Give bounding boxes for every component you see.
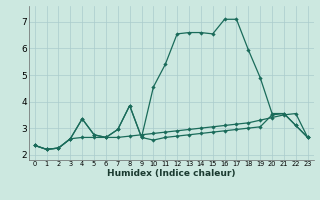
X-axis label: Humidex (Indice chaleur): Humidex (Indice chaleur) <box>107 169 236 178</box>
